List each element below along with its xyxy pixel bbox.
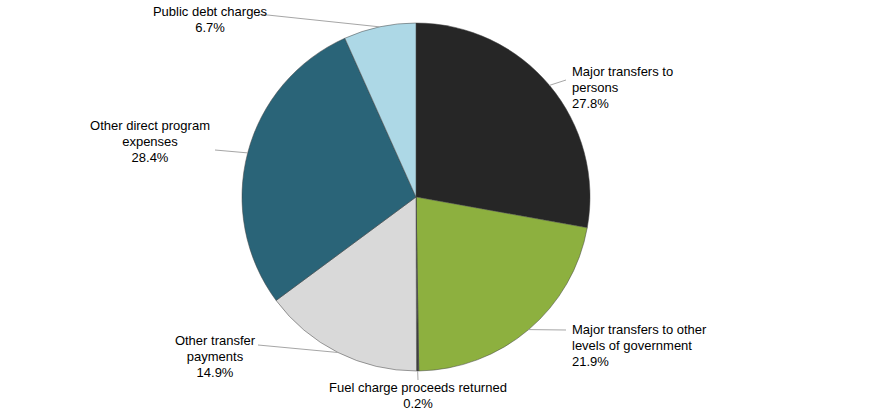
- svg-text:Other transferpayments14.9%: Other transferpayments14.9%: [175, 333, 256, 380]
- svg-text:Public debt charges6.7%: Public debt charges6.7%: [153, 4, 268, 35]
- svg-text:Other direct programexpenses28: Other direct programexpenses28.4%: [90, 118, 210, 165]
- svg-text:Major transfers to otherlevels: Major transfers to otherlevels of govern…: [572, 322, 707, 369]
- svg-text:Fuel charge proceeds returned0: Fuel charge proceeds returned0.2%: [329, 380, 507, 411]
- svg-text:Major transfers topersons27.8%: Major transfers topersons27.8%: [572, 64, 673, 111]
